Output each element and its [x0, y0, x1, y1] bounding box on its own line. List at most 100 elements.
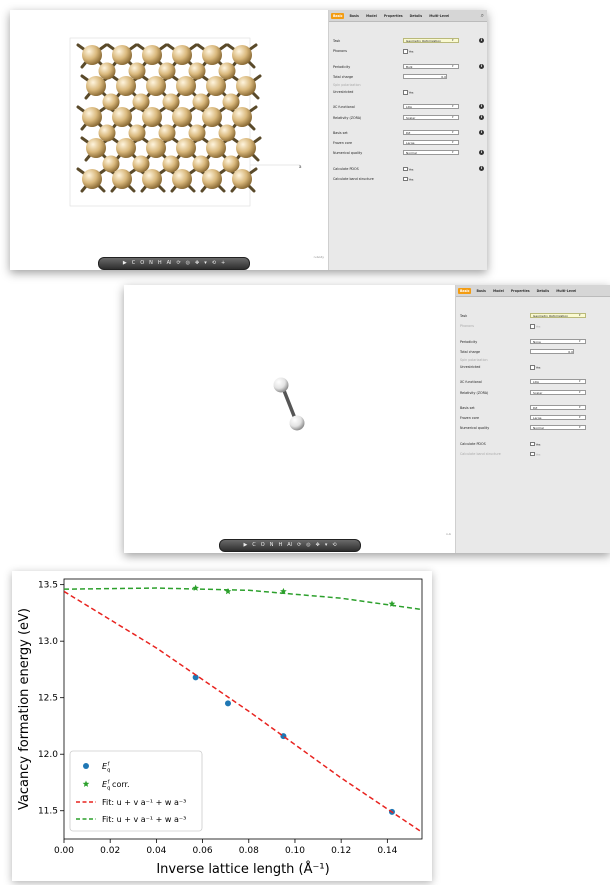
numerical-quality-select[interactable]: Normal: [530, 425, 586, 431]
legend-label: Eqf corr.: [102, 780, 130, 792]
toolbar-button-4[interactable]: H: [157, 260, 162, 266]
legend-label: Fit: u + v a⁻¹ + w a⁻³: [102, 798, 186, 807]
legend-box: [69, 750, 203, 832]
toolbar-button-1[interactable]: C: [252, 542, 256, 548]
atom: [236, 138, 256, 158]
atom: [82, 107, 102, 127]
relativity-zora-select[interactable]: Scalar: [530, 389, 586, 395]
basis-set-select[interactable]: DZ: [403, 129, 459, 135]
unrestricted-checkbox[interactable]: Yes: [530, 365, 541, 370]
info-icon[interactable]: i: [479, 104, 484, 110]
task-select[interactable]: Geometry Optimization: [530, 313, 586, 318]
toolbar-button-6[interactable]: ⟳: [176, 260, 181, 266]
info-icon[interactable]: i: [479, 38, 484, 43]
calculate-band-structure-checkbox[interactable]: Yes: [403, 177, 414, 182]
relativity-zora-select[interactable]: Scalar: [403, 114, 459, 120]
search-icon[interactable]: ⌕: [480, 12, 484, 19]
basis-set-select[interactable]: DZ: [530, 404, 586, 410]
toolbar-button-9[interactable]: ▾: [324, 542, 328, 548]
x-tick-label: 0.14: [377, 846, 397, 856]
chevron-down-icon: ▾: [452, 63, 454, 68]
toolbar-button-10[interactable]: ⟲: [211, 260, 216, 266]
info-icon[interactable]: i: [479, 63, 484, 69]
calculate-band-structure-checkbox[interactable]: Yes: [530, 452, 541, 457]
atom: [128, 124, 146, 142]
info-icon[interactable]: i: [479, 114, 484, 120]
tab-multi-level[interactable]: Multi-Level: [556, 288, 577, 293]
tab-basic[interactable]: Basic: [458, 287, 472, 294]
toolbar-button-5[interactable]: Al: [166, 260, 172, 266]
atom: [98, 62, 116, 80]
frozen-core-select[interactable]: Large: [530, 415, 586, 420]
atom: [202, 169, 222, 189]
toolbar-button-2[interactable]: O: [140, 260, 145, 266]
toolbar-button-2[interactable]: O: [260, 542, 265, 548]
numerical-quality-select[interactable]: Normal: [403, 150, 459, 156]
toolbar-button-5[interactable]: Al: [287, 542, 293, 548]
toolbar-button-7[interactable]: ◎: [185, 260, 191, 266]
tab-multi-level[interactable]: Multi-Level: [429, 13, 450, 18]
info-icon[interactable]: i: [479, 129, 484, 135]
tab-basis[interactable]: Basis: [349, 13, 359, 18]
calculate-pdos-checkbox[interactable]: Yes: [530, 442, 541, 447]
toolbar-button-8[interactable]: ✥: [195, 260, 200, 266]
periodicity-select[interactable]: Bulk: [403, 63, 459, 69]
field-label: Phonons: [333, 49, 348, 54]
xc-functional-select[interactable]: LDA: [530, 379, 586, 385]
toolbar-button-1[interactable]: C: [131, 260, 136, 266]
tab-details[interactable]: Details: [536, 288, 550, 293]
chevron-down-icon: ▾: [579, 404, 581, 409]
viewer-toolbar[interactable]: ▶ C O N H Al ⟳ ◎ ✥ ▾ ⟲: [219, 539, 361, 552]
task-select[interactable]: Geometry Optimization: [403, 38, 459, 43]
chevron-down-icon: ▾: [452, 38, 454, 42]
field-label: Periodicity: [460, 339, 478, 344]
atom: [142, 107, 162, 127]
settings-tabs: Basic Basis Model Properties Details Multi-Le…: [329, 10, 487, 22]
toolbar-button-0[interactable]: ▶: [122, 260, 127, 266]
molecule-viewer[interactable]: a n-body: [10, 10, 328, 262]
tab-basis[interactable]: Basis: [476, 288, 486, 293]
toolbar-button-3[interactable]: N: [269, 542, 274, 548]
atom: [176, 76, 196, 96]
tab-properties[interactable]: Properties: [510, 288, 530, 293]
toolbar-button-11[interactable]: +: [220, 260, 226, 266]
toolbar-button-3[interactable]: N: [149, 260, 153, 266]
settings-panel: Basic Basis Model Properties Details Multi-Le…: [328, 10, 487, 270]
tab-details[interactable]: Details: [409, 13, 423, 18]
atom: [116, 76, 136, 96]
tab-model[interactable]: Model: [492, 288, 504, 293]
toolbar-button-6[interactable]: ⟳: [297, 542, 302, 548]
tab-model[interactable]: Model: [365, 13, 377, 18]
toolbar-button-10[interactable]: ⟲: [332, 542, 337, 548]
frozen-core-select[interactable]: Large: [403, 140, 459, 145]
hydrogen-atom: [273, 377, 289, 393]
molecule-viewer[interactable]: n-b: [124, 285, 455, 539]
total-charge-input[interactable]: 0.0: [403, 73, 447, 79]
info-icon[interactable]: i: [479, 165, 484, 171]
calculate-pdos-checkbox[interactable]: Yes: [403, 167, 414, 172]
toolbar-button-4[interactable]: H: [278, 542, 283, 548]
total-charge-input[interactable]: 0.0: [530, 348, 574, 354]
tab-basic[interactable]: Basic: [331, 12, 345, 19]
phonons-checkbox[interactable]: Yes: [530, 324, 541, 329]
viewer-toolbar[interactable]: ▶ C O N H Al ⟳ ◎ ✥ ▾ ⟲ +: [98, 257, 250, 270]
x-tick-label: 0.06: [193, 846, 213, 856]
toolbar-button-8[interactable]: ✥: [315, 542, 320, 548]
toolbar-button-7[interactable]: ◎: [306, 542, 311, 548]
tab-properties[interactable]: Properties: [383, 13, 403, 18]
unrestricted-checkbox[interactable]: Yes: [403, 90, 414, 95]
field-label: Phonons: [460, 324, 475, 329]
screenshot-molecule-gui: n-b ▶ C O N H Al ⟳ ◎ ✥ ▾ ⟲ Basic Basis Model Properti…: [124, 285, 610, 553]
periodicity-select[interactable]: None: [530, 338, 586, 344]
phonons-checkbox[interactable]: Yes: [403, 49, 414, 54]
toolbar-button-9[interactable]: ▾: [204, 260, 207, 266]
atom: [112, 107, 132, 127]
info-icon[interactable]: i: [479, 150, 484, 156]
chevron-down-icon: ▾: [579, 313, 581, 317]
toolbar-button-0[interactable]: ▶: [243, 542, 248, 548]
xc-functional-select[interactable]: LDA: [403, 104, 459, 110]
field-label: Spin polarization: [333, 82, 361, 87]
atom: [112, 169, 132, 189]
atom: [232, 107, 252, 127]
field-label: Spin polarization: [460, 357, 488, 362]
